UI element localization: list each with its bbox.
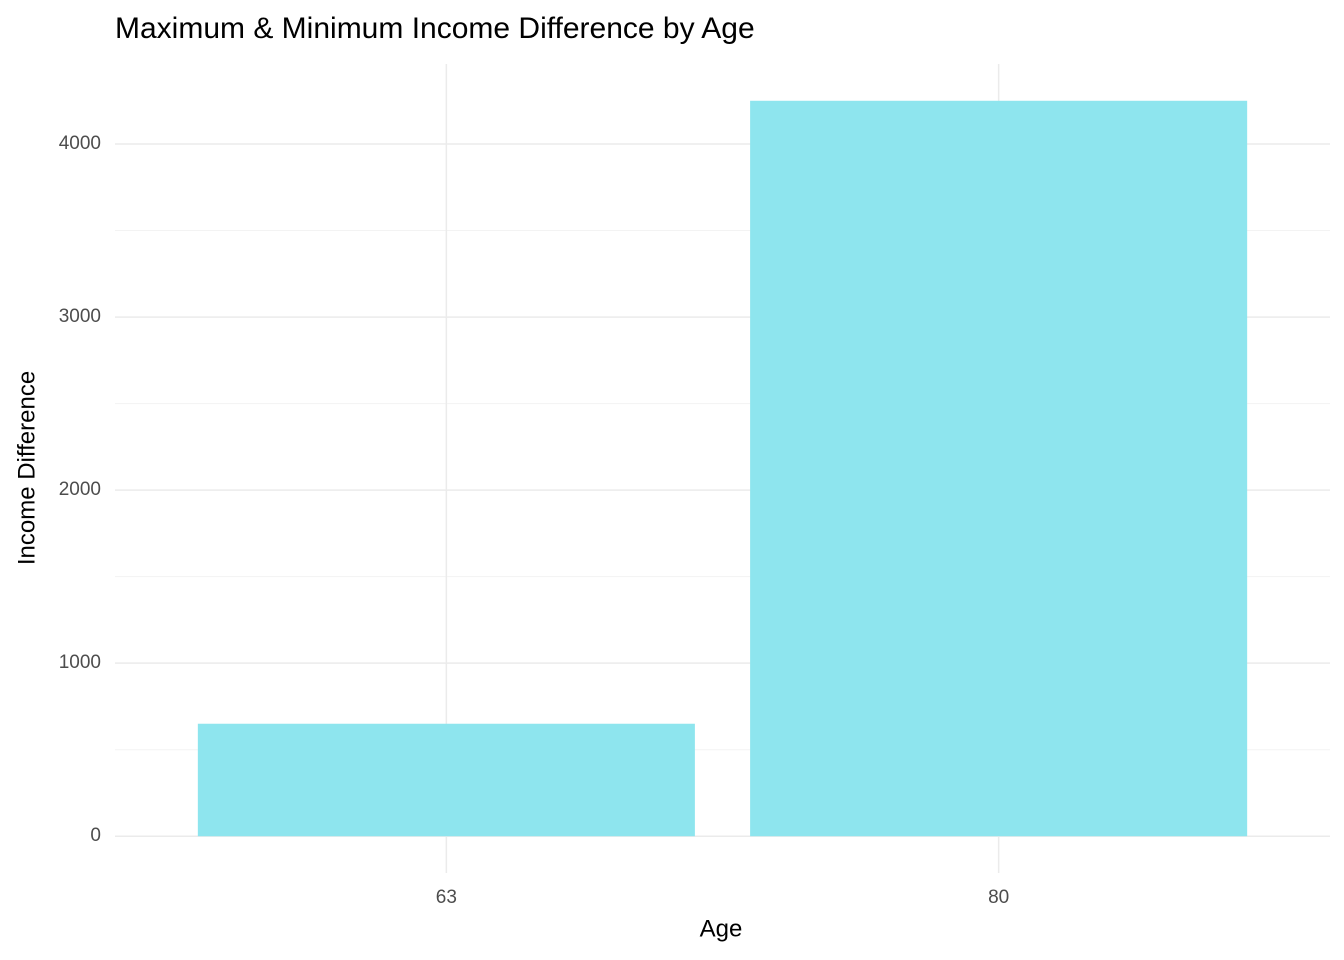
bar: [197, 723, 695, 837]
y-axis-title: Income Difference: [13, 371, 40, 565]
chart-title: Maximum & Minimum Income Difference by A…: [115, 12, 755, 45]
marks: [197, 100, 1248, 837]
y-tick-label: 2000: [59, 479, 101, 500]
y-tick-label: 3000: [59, 306, 101, 327]
y-tick-label: 0: [90, 825, 101, 846]
x-axis-title: Age: [700, 915, 743, 942]
y-tick-label: 4000: [59, 133, 101, 154]
x-tick-label: 63: [436, 887, 457, 908]
y-tick-label: 1000: [59, 652, 101, 673]
bar: [750, 100, 1248, 837]
x-tick-label: 80: [988, 887, 1009, 908]
